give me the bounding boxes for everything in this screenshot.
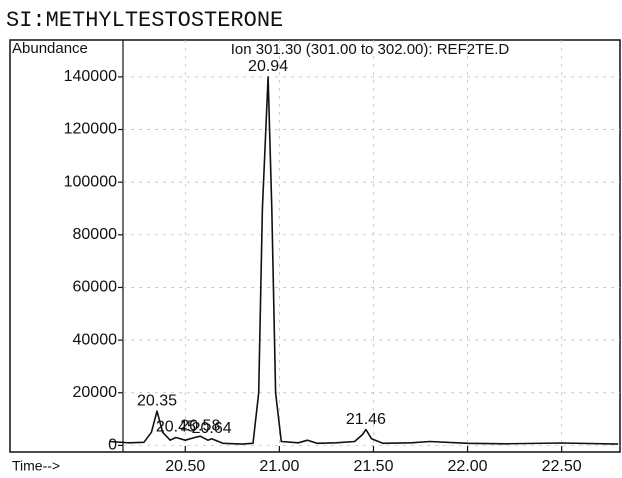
x-tick-label: 22.50 [542,458,582,475]
peak-label: 20.94 [248,58,288,75]
y-tick-label: 120000 [64,121,117,138]
peak-label: 20.35 [137,392,177,409]
y-tick-label: 20000 [73,384,118,401]
y-tick-label: 140000 [64,68,117,85]
x-axis-label: Time--> [12,458,60,474]
peak-label: 20.45 [156,419,196,436]
x-tick-label: 21.50 [353,458,393,475]
y-tick-label: 60000 [73,279,118,296]
y-tick-label: 80000 [73,226,118,243]
x-tick-label: 20.50 [165,458,205,475]
peak-label: 20.58 [180,417,220,434]
page-header: SI:METHYLTESTOSTERONE [6,8,283,33]
y-axis-label: Abundance [12,40,88,57]
plot-frame [9,39,621,453]
y-tick-label: 0 [108,437,117,454]
y-tick-label: 40000 [73,331,118,348]
x-tick-label: 21.00 [259,458,299,475]
signal-trace [109,76,619,445]
x-tick-label: 22.00 [448,458,488,475]
peak-label: 21.46 [346,411,386,428]
chart-title: Ion 301.30 (301.00 to 302.00): REF2TE.D [231,41,510,58]
y-tick-label: 100000 [64,173,117,190]
peak-label: 20.64 [192,420,232,437]
